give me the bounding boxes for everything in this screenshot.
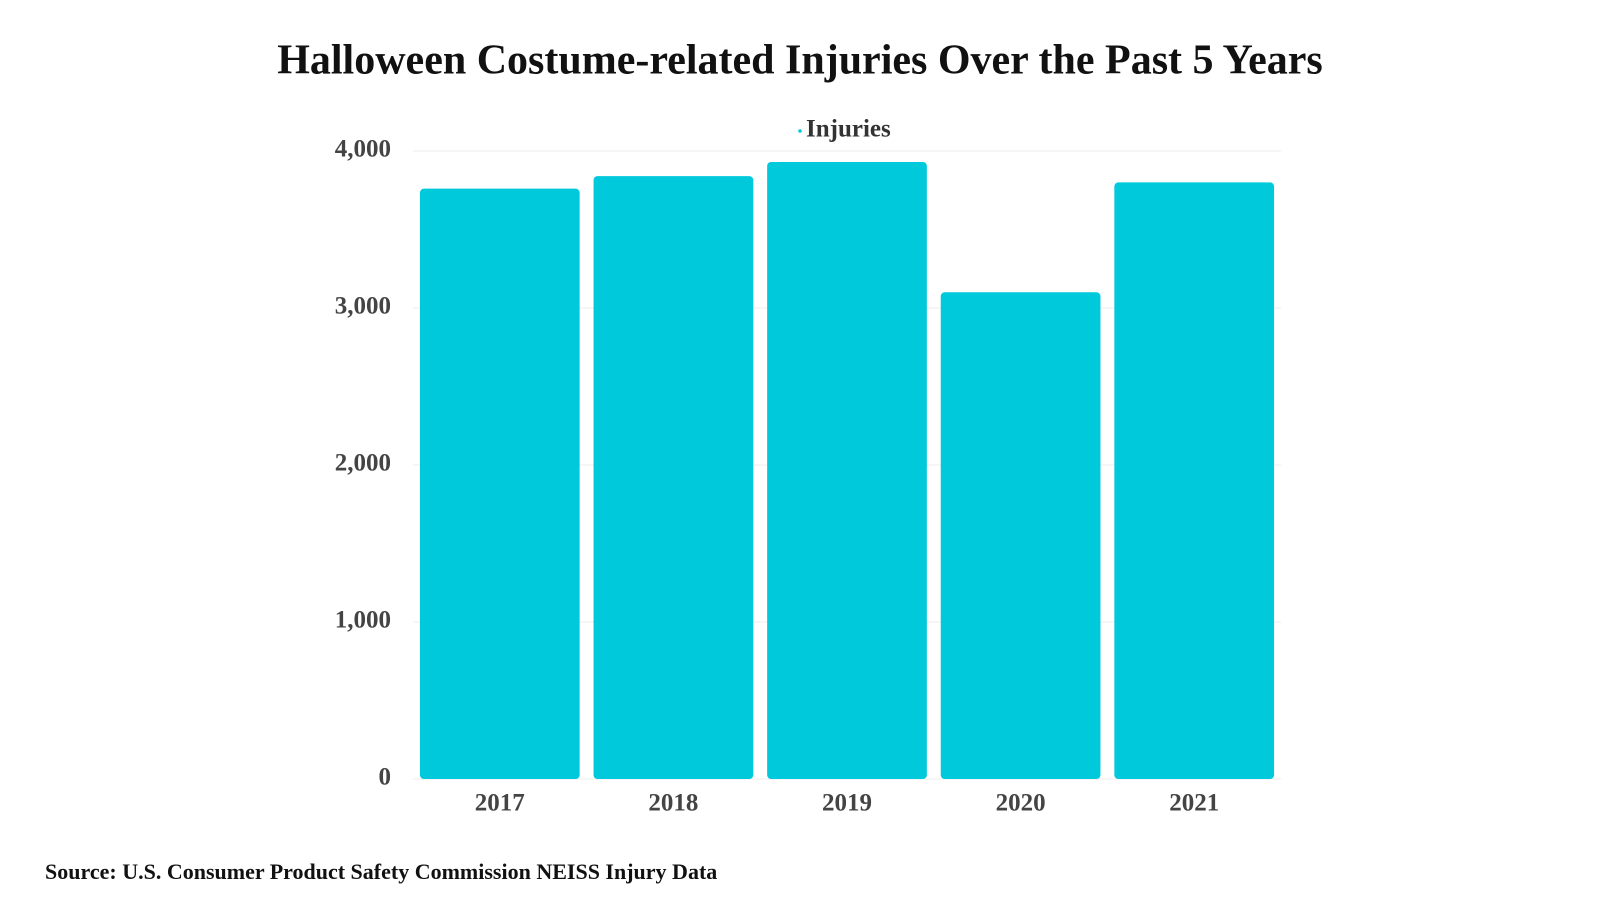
bar — [940, 292, 1101, 779]
x-tick-label: 2020 — [996, 790, 1046, 817]
y-tick-label: 2,000 — [335, 450, 391, 477]
y-tick-label: 1,000 — [335, 607, 391, 634]
bar — [593, 176, 754, 779]
y-tick-label: 4,000 — [335, 136, 391, 163]
legend-label: Injuries — [806, 116, 891, 143]
y-tick-label: 3,000 — [335, 293, 391, 320]
chart-title: Halloween Costume-related Injuries Over … — [277, 38, 1323, 84]
y-tick-label: 0 — [379, 764, 392, 791]
bar — [767, 161, 927, 780]
bar — [1114, 182, 1275, 779]
x-tick-label: 2018 — [648, 790, 698, 817]
x-tick-label: 2017 — [475, 790, 525, 817]
x-tick-label: 2019 — [822, 790, 872, 817]
x-tick-label: 2021 — [1169, 790, 1219, 817]
bar — [419, 188, 580, 779]
legend-marker — [798, 129, 802, 133]
source-note: Source: U.S. Consumer Product Safety Com… — [45, 859, 717, 884]
